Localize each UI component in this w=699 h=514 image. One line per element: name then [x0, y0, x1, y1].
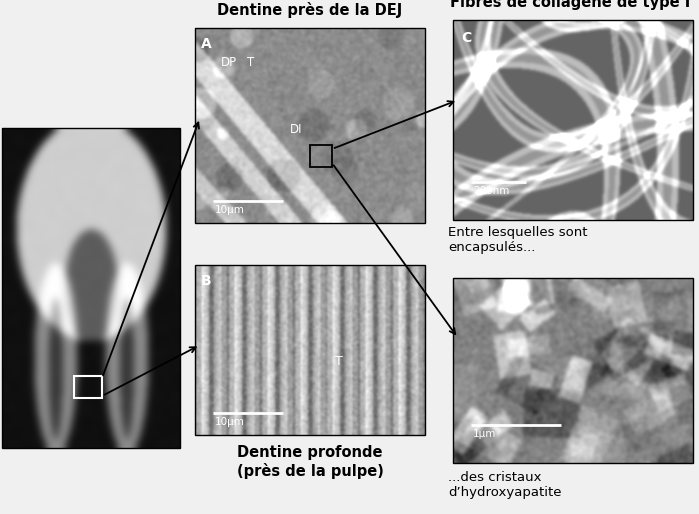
- Text: DI: DI: [290, 123, 303, 136]
- Text: Dentine près de la DEJ: Dentine près de la DEJ: [217, 2, 403, 18]
- Text: B: B: [201, 274, 212, 288]
- Bar: [74, 376, 102, 398]
- Text: T: T: [247, 56, 254, 69]
- Bar: [2, 128, 180, 448]
- Text: DP: DP: [221, 56, 237, 69]
- Text: C: C: [461, 31, 471, 45]
- Text: 1μm: 1μm: [473, 429, 496, 439]
- Text: 10μm: 10μm: [215, 205, 245, 215]
- Bar: [453, 278, 693, 463]
- Text: 10μm: 10μm: [215, 417, 245, 427]
- Text: Entre lesquelles sont
encapsulés...: Entre lesquelles sont encapsulés...: [448, 226, 587, 254]
- Text: T: T: [335, 355, 343, 368]
- Text: A: A: [201, 37, 212, 51]
- Bar: [310, 145, 332, 167]
- Text: 200nm: 200nm: [473, 186, 510, 196]
- Bar: [195, 28, 425, 223]
- Bar: [195, 265, 425, 435]
- Bar: [453, 20, 693, 220]
- Text: Fibres de collagène de type I: Fibres de collagène de type I: [450, 0, 690, 10]
- Text: Dentine profonde
(près de la pulpe): Dentine profonde (près de la pulpe): [236, 445, 384, 479]
- Text: ...des cristaux
d’hydroxyapatite: ...des cristaux d’hydroxyapatite: [448, 471, 561, 499]
